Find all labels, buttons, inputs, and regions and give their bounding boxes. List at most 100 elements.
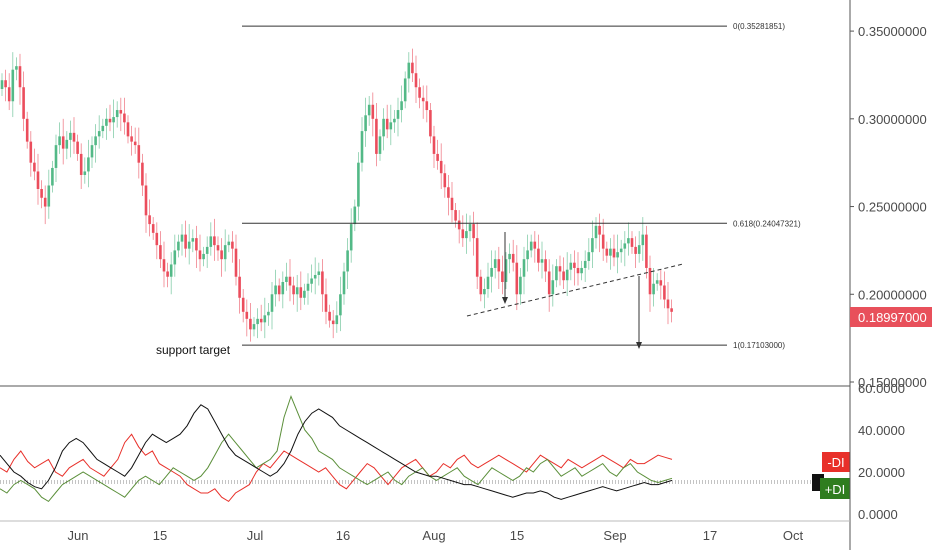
candle-body: [461, 229, 465, 239]
candle-body: [191, 238, 195, 242]
candle-body: [637, 245, 641, 254]
candle-body: [331, 320, 335, 325]
candle-body: [670, 308, 673, 312]
candle-body: [54, 145, 58, 168]
candle-body: [483, 289, 486, 295]
time-tick-label: Aug: [422, 528, 445, 543]
candle-body: [126, 122, 130, 137]
fib-level-label: 0(0.35281851): [733, 22, 785, 31]
candle-body: [51, 167, 54, 186]
candle-body: [141, 162, 144, 186]
candle-body: [123, 113, 126, 123]
candle-body: [209, 236, 213, 247]
plus-di-badge: +DI: [820, 478, 850, 499]
candle-body: [144, 185, 148, 216]
candle-body: [180, 234, 184, 242]
candle-body: [313, 274, 317, 279]
candle-body: [648, 267, 652, 295]
candle-body: [213, 236, 216, 246]
candle-body: [645, 234, 648, 268]
candle-body: [490, 267, 493, 277]
candle-body: [364, 115, 367, 132]
candle-body: [540, 259, 544, 263]
candle-body: [94, 136, 97, 146]
candle-body: [148, 215, 151, 225]
candle-body: [184, 234, 187, 249]
dmi-tick-label: 20.0000: [858, 465, 905, 480]
candle-body: [634, 246, 637, 254]
candle-body: [328, 311, 331, 321]
time-tick-label: 15: [510, 528, 524, 543]
candle-body: [655, 280, 659, 284]
candle-body: [447, 187, 450, 198]
candle-body: [555, 266, 558, 281]
candle-body: [169, 264, 173, 277]
candle-body: [252, 324, 256, 330]
candle-body: [504, 259, 508, 282]
fib-level-label: 1(0.17103000): [733, 341, 785, 350]
candle-body: [468, 224, 472, 232]
candle-body: [497, 259, 501, 272]
price-tick-label: 0.20000000: [858, 287, 927, 302]
candle-body: [0, 80, 4, 89]
price-tick-label: 0.15000000: [858, 375, 927, 390]
candle-body: [616, 252, 619, 258]
candle-body: [130, 136, 133, 142]
candle-body: [508, 253, 511, 260]
candle-body: [515, 262, 519, 295]
candle-body: [195, 238, 198, 251]
candle-body: [429, 110, 432, 137]
candle-body: [339, 294, 342, 316]
dashed-trendline[interactable]: [466, 263, 684, 317]
candle-body: [565, 269, 569, 281]
candle-body: [630, 238, 634, 247]
candle-body: [177, 241, 180, 251]
candle-body: [393, 118, 396, 123]
candle-body: [367, 104, 371, 116]
candle-body: [112, 117, 115, 123]
time-axis[interactable]: Jun 15 Jul 16 Aug 15 Sep 17 Oct: [68, 528, 804, 543]
candle-body: [529, 241, 533, 251]
candle-body: [256, 318, 259, 325]
candle-body: [274, 285, 277, 295]
dmi-series-adx: [0, 404, 673, 500]
candle-body: [537, 248, 540, 263]
candle-body: [223, 245, 227, 260]
candle-body: [421, 97, 425, 102]
fibonacci-levels: 0(0.35281851) 0.618(0.24047321) 1(0.171030…: [242, 22, 801, 350]
candle-body: [281, 281, 285, 295]
candle-body: [173, 250, 177, 265]
candle-body: [342, 271, 346, 295]
dmi-indicator-pane[interactable]: -DI +DI: [0, 394, 850, 503]
candle-body: [353, 206, 357, 225]
candle-body: [601, 234, 605, 249]
candle-body: [450, 197, 454, 211]
candle-body: [25, 118, 29, 142]
candle-body: [475, 238, 479, 277]
candle-body: [612, 248, 616, 258]
candle-body: [133, 141, 137, 146]
candle-body: [198, 250, 202, 260]
candle-body: [317, 271, 321, 275]
dmi-tick-label: 40.0000: [858, 423, 905, 438]
candle-body: [234, 248, 238, 277]
candle-body: [551, 280, 555, 295]
candle-body: [403, 78, 407, 102]
support-target-label: support target: [156, 343, 231, 357]
price-axis[interactable]: 0.35000000 0.30000000 0.25000000 0.20000000…: [849, 0, 932, 550]
candle-body: [547, 271, 551, 295]
candle-body: [245, 311, 249, 319]
candle-body: [72, 132, 76, 142]
candle-body: [231, 241, 234, 249]
candle-body: [407, 62, 411, 79]
candle-body: [375, 118, 378, 154]
candle-body: [76, 141, 79, 154]
candle-body: [587, 252, 591, 261]
candle-body: [87, 157, 90, 172]
dmi-lines: [0, 394, 673, 503]
candle-body: [292, 285, 295, 295]
candle-body: [299, 287, 303, 298]
candle-body: [605, 248, 609, 256]
price-pane[interactable]: 0(0.35281851) 0.618(0.24047321) 1(0.171030…: [0, 22, 801, 357]
